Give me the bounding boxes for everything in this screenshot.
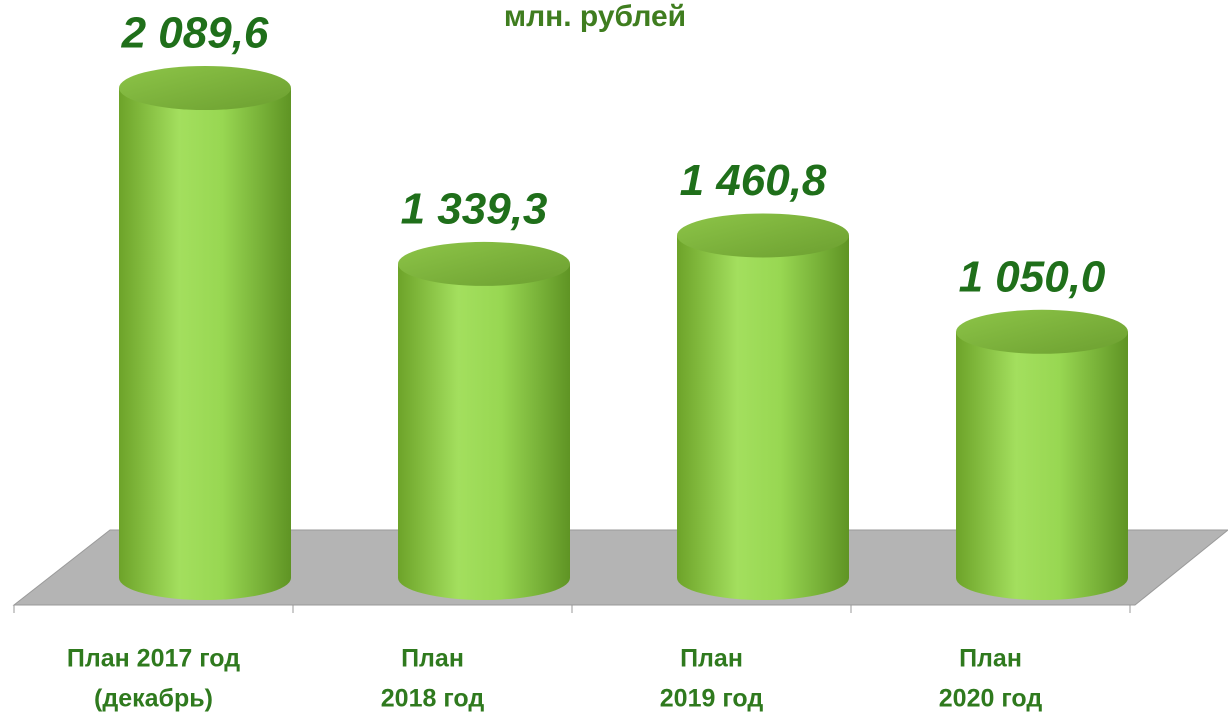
x-tick-label: План: [401, 645, 464, 673]
bar-top: [956, 309, 1128, 354]
bar: [677, 213, 849, 601]
bar-top: [398, 241, 570, 286]
value-label: 1 460,8: [680, 156, 827, 205]
bar-top: [119, 65, 291, 110]
x-tick-label: План 2017 год: [67, 645, 240, 673]
bar-top: [677, 213, 849, 258]
x-tick-label: План: [680, 645, 743, 673]
x-tick-label: 2019 год: [660, 685, 764, 713]
chart-title: млн. рублей: [504, 0, 686, 33]
bar: [398, 241, 570, 600]
x-tick-label: (декабрь): [94, 685, 213, 713]
x-tick-label: 2020 год: [939, 685, 1043, 713]
value-label: 1 050,0: [959, 252, 1106, 301]
bar-body: [398, 263, 570, 600]
x-tick-label: План: [959, 645, 1022, 673]
value-label: 1 339,3: [401, 185, 548, 234]
value-label: 2 089,6: [121, 9, 269, 58]
bar: [956, 309, 1128, 600]
bar-body: [956, 331, 1128, 600]
bar-body: [677, 235, 849, 601]
x-tick-label: 2018 год: [381, 685, 485, 713]
bar: [119, 65, 291, 601]
bar-body: [119, 87, 291, 601]
